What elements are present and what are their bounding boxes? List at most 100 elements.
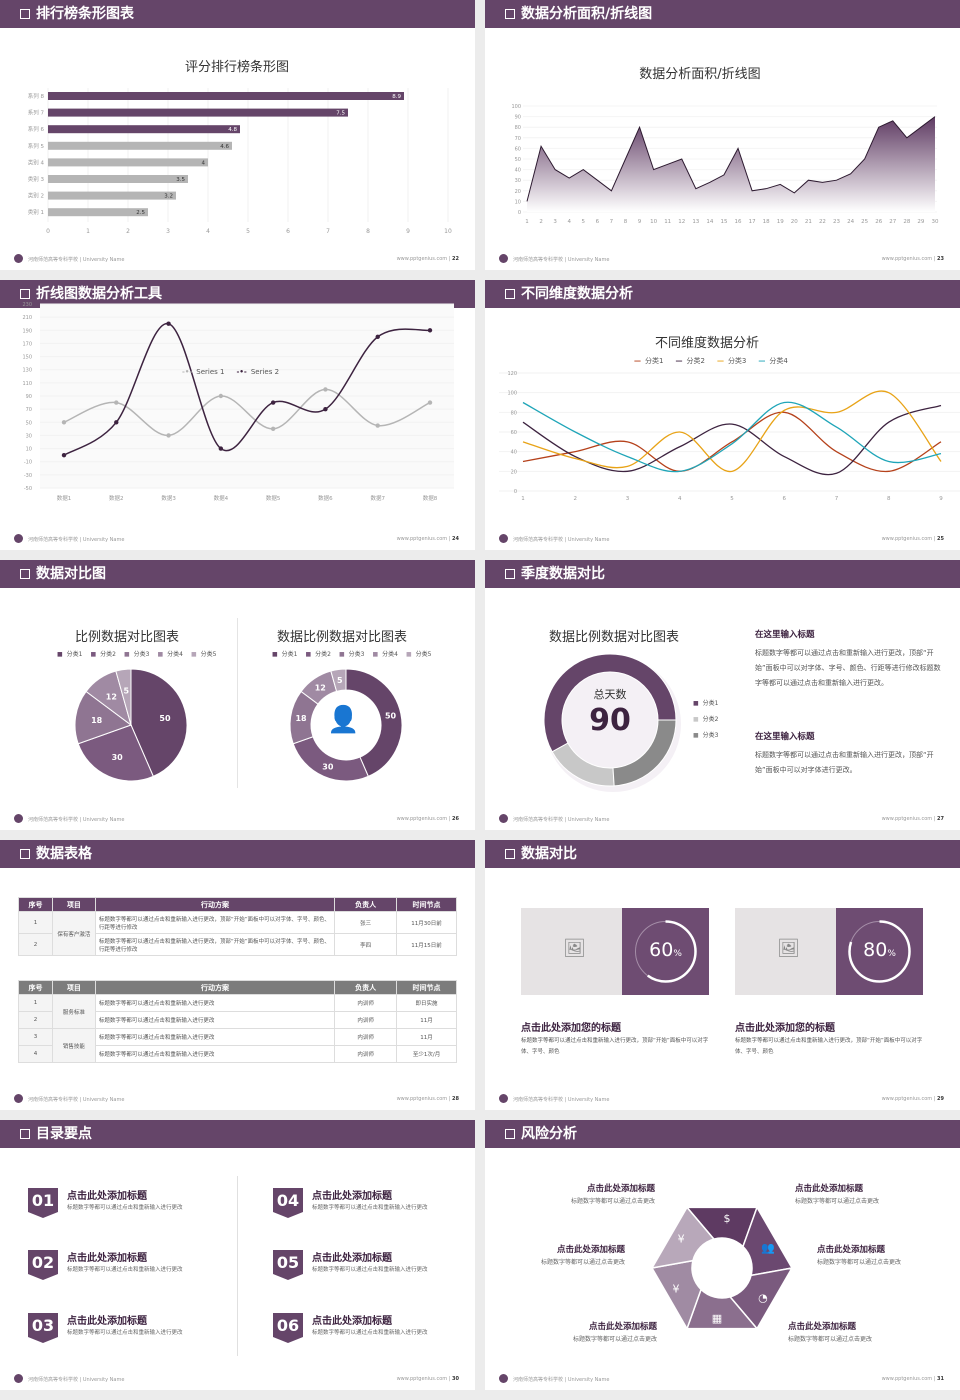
data-label: 5 — [337, 676, 343, 685]
data-label: 8.9 — [392, 94, 401, 100]
slide-6[interactable]: 季度数据对比 河南师范高等专科学校 | University Name www.p… — [485, 560, 960, 830]
risk-title[interactable]: 点击此处添加标题 — [586, 1184, 655, 1194]
item-title[interactable]: 点击此处添加标题 — [312, 1316, 392, 1327]
legend-series-2: -•- Series 2 — [236, 368, 280, 376]
number-badge: 02 — [28, 1250, 58, 1280]
footer-org: 河南师范高等专科学校 | University Name — [513, 537, 610, 543]
table-row: 1 服务标准 标题数字等都可以通过点击和重新输入进行更改 内训师 即日实施 — [18, 994, 457, 1029]
pie-slice-1 — [130, 668, 188, 778]
cycle-segment-6[interactable] — [650, 1206, 716, 1270]
risk-body: 标题数字等都可以通过点击更改 — [795, 1198, 880, 1205]
item-title[interactable]: 点击此处添加标题 — [312, 1253, 392, 1264]
tick-label: 21 — [805, 219, 812, 225]
slide-3[interactable]: 折线图数据分析工具 河南师范高等专科学校 | University Name ww… — [0, 280, 475, 550]
category-label: 8 — [887, 496, 891, 502]
column-header: 负责人 — [334, 897, 398, 912]
slide-title: 数据对比 — [521, 846, 577, 862]
data-point — [375, 334, 380, 340]
slide-header: 风险分析 — [485, 1120, 960, 1148]
slide-8[interactable]: 数据对比 河南师范高等专科学校 | University Name www.ppt… — [485, 840, 960, 1110]
risk-title[interactable]: 点击此处添加标题 — [556, 1245, 625, 1255]
legend-series-4: — 分类4 — [758, 357, 788, 365]
data-label: 18 — [295, 714, 307, 723]
slide-footer: 河南师范高等专科学校 | University Name www.pptgeniu… — [14, 534, 459, 544]
checkbox-icon — [505, 569, 515, 579]
slide-7[interactable]: 数据表格 河南师范高等专科学校 | University Name www.ppt… — [0, 840, 475, 1110]
tick-label: 60 — [511, 430, 517, 436]
university-logo — [14, 534, 23, 543]
tick-label: 50 — [26, 420, 32, 426]
item-title[interactable]: 点击此处添加标题 — [312, 1191, 392, 1202]
slide-2[interactable]: 数据分析面积/折线图 河南师范高等专科学校 | University Name w… — [485, 0, 960, 270]
category-label: 系列 5 — [28, 142, 45, 150]
image-add-icon: 🖼 — [777, 938, 800, 959]
column-header: 负责人 — [334, 980, 398, 995]
slide-10[interactable]: 风险分析 河南师范高等专科学校 | University Name www.ppt… — [485, 1120, 960, 1390]
footer-url: www.pptgenius.com | 25 — [882, 536, 944, 542]
data-label: 3.5 — [176, 177, 185, 183]
risk-title[interactable]: 点击此处添加标题 — [795, 1184, 864, 1194]
series-line-3 — [522, 390, 942, 472]
checkbox-icon — [20, 849, 30, 859]
area-fill — [527, 116, 935, 212]
tick-label: 50 — [515, 157, 521, 163]
cell-deadline: 11月 — [396, 1011, 457, 1029]
center-value: 90 — [589, 703, 631, 738]
item-body: 标题数字等都可以通过点击和重新输入进行更改 — [312, 1205, 428, 1211]
footer-url-text: www.pptgenius.com | — [881, 536, 936, 542]
university-logo — [499, 534, 508, 543]
users-icon: 👥 — [761, 1241, 775, 1254]
slide-4[interactable]: 不同维度数据分析 河南师范高等专科学校 | University Name www… — [485, 280, 960, 550]
chart-legend: ■ 分类1 ■ 分类2 ■ 分类3 ■ 分类4 ■ 分类5 — [270, 649, 438, 658]
tick-label: 17 — [749, 219, 756, 225]
block-body: 标题数字等都可以通过点击和重新输入进行更改，顶部“开始”面板中可以对字体、字号、… — [755, 649, 941, 687]
university-logo — [14, 1094, 23, 1103]
category-label: 数据7 — [370, 494, 385, 502]
tick-label: 6 — [596, 219, 600, 225]
footer-url-text: www.pptgenius.com | — [396, 536, 451, 542]
footer-url: www.pptgenius.com | 24 — [397, 536, 459, 542]
card-body: 标题数字等都可以通过点击和重新输入进行更改，顶部“开始”面板中可以对字体、字号、… — [521, 1038, 709, 1055]
image-placeholder[interactable]: 🖼 — [735, 908, 836, 995]
item-title[interactable]: 点击此处添加标题 — [67, 1316, 147, 1327]
slide-footer: 河南师范高等专科学校 | University Name www.pptgeniu… — [499, 534, 944, 544]
risk-title[interactable]: 点击此处添加标题 — [788, 1322, 857, 1332]
legend-item: ■ 分类1 — [57, 651, 83, 658]
divider — [237, 1176, 238, 1356]
cell-index: 2 — [18, 1011, 53, 1029]
data-point — [114, 400, 119, 405]
table-row: 3 销售技能 标题数字等都可以通过点击和重新输入进行更改 内训师 11月 — [18, 1028, 457, 1063]
tick-label: 3 — [553, 219, 557, 225]
footer-url: www.pptgenius.com | 30 — [397, 1376, 459, 1382]
university-logo — [499, 1094, 508, 1103]
slide-1[interactable]: 排行榜条形图表 河南师范高等专科学校 | University Name www.… — [0, 0, 475, 270]
category-label: 数据6 — [318, 494, 333, 502]
item-title[interactable]: 点击此处添加标题 — [67, 1253, 147, 1264]
image-placeholder[interactable]: 🖼 — [521, 908, 622, 995]
slide-header: 季度数据对比 — [485, 560, 960, 588]
data-label: 50 — [159, 714, 171, 723]
university-logo — [499, 254, 508, 263]
footer-url-text: www.pptgenius.com | — [881, 256, 936, 262]
column-header: 项目 — [51, 897, 96, 912]
risk-title[interactable]: 点击此处添加标题 — [588, 1322, 657, 1332]
chart-svg: 0 20 40 60 80 100 120 1 2 3 4 5 6 7 8 9 — [499, 371, 960, 502]
slide-9[interactable]: 目录要点 河南师范高等专科学校 | University Name www.ppt… — [0, 1120, 475, 1390]
bar — [48, 175, 188, 183]
chart-legend: — 分类1 — 分类2 — 分类3 — 分类4 — [630, 356, 796, 366]
data-point — [166, 433, 171, 438]
item-title[interactable]: 点击此处添加标题 — [67, 1191, 147, 1202]
tick-label: 100 — [507, 391, 517, 397]
item-body: 标题数字等都可以通过点击和重新输入进行更改 — [67, 1330, 183, 1336]
pie-slice-2 — [551, 742, 615, 787]
pie-slice-1 — [543, 653, 677, 753]
tick-label: 18 — [763, 219, 770, 225]
footer-url-text: www.pptgenius.com | — [396, 816, 451, 822]
tick-label: 2 — [539, 219, 543, 225]
risk-title[interactable]: 点击此处添加标题 — [817, 1245, 886, 1255]
slide-5[interactable]: 数据对比图 河南师范高等专科学校 | University Name www.pp… — [0, 560, 475, 830]
tick-label: 5 — [582, 219, 586, 225]
legend-series-2: — 分类2 — [675, 357, 705, 365]
data-label: 4 — [202, 160, 206, 166]
footer-org: 河南师范高等专科学校 | University Name — [28, 1377, 125, 1383]
